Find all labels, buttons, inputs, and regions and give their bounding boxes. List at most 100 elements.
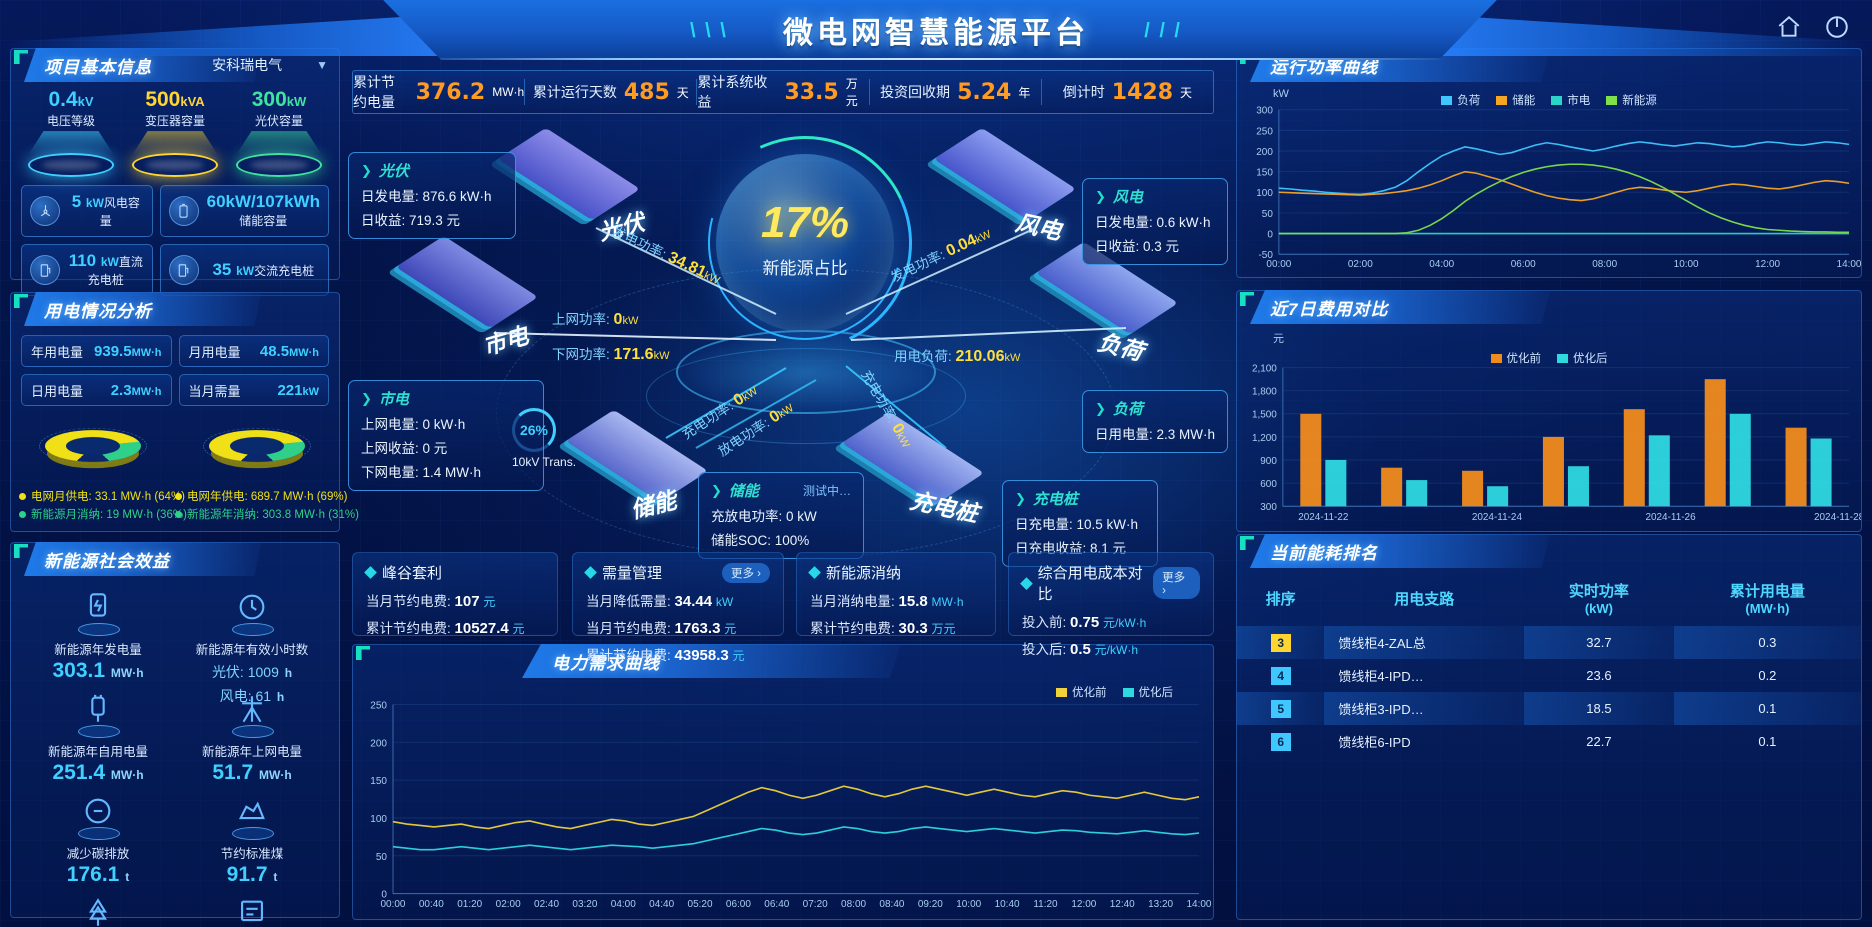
rank-badge: 5 <box>1270 699 1291 718</box>
mini-card-storage[interactable]: 60kW/107kWh 储能容量 <box>159 185 329 238</box>
capacity-disc <box>132 153 218 178</box>
col-rank: 排序 <box>1237 570 1324 626</box>
table-row[interactable]: 3 馈线柜4-ZAL总 32.7 0.3 <box>1237 626 1861 659</box>
flow-key: 下网功率: <box>552 347 610 362</box>
stat-value: 30.3 <box>898 620 928 637</box>
legend-label: 优化前 <box>1506 353 1542 365</box>
panel-title: 电力需求曲线 <box>552 653 660 673</box>
col-label: 排序 <box>1265 590 1296 608</box>
panel-title: 当前能耗排名 <box>1270 543 1378 563</box>
energy-flow-diagram: 17% 新能源占比 光伏 市电 风电 负荷 储能 充电桩 发电功率: 34.81… <box>346 105 1228 567</box>
table-row[interactable]: 5 馈线柜3-IPD… 18.5 0.1 <box>1237 692 1861 725</box>
card-grid[interactable]: ❯ 市电 上网电量: 0 kW·h 上网收益: 0 元 下网电量: 1.4 MW·… <box>348 380 544 491</box>
svg-text:07:20: 07:20 <box>803 899 828 910</box>
node-storage[interactable]: 储能 <box>565 409 709 523</box>
stat-value: 107 <box>454 593 480 610</box>
kpi-unit: 年 <box>1018 85 1031 100</box>
card-pv[interactable]: ❯ 光伏 日发电量: 876.6 kW·h 日收益: 719.3 元 <box>348 152 516 239</box>
node-wind[interactable]: 风电 <box>933 127 1077 244</box>
home-icon[interactable] <box>1776 14 1802 45</box>
svg-text:2024-11-28: 2024-11-28 <box>1814 512 1861 523</box>
legend-item[interactable]: 负荷 <box>1441 92 1480 108</box>
svg-text:08:40: 08:40 <box>879 899 904 910</box>
more-button[interactable]: 更多 › <box>721 562 770 583</box>
node-load[interactable]: 负荷 <box>1035 241 1179 365</box>
legend-item[interactable]: 优化后 <box>1557 350 1608 366</box>
panel-usage-analysis: 用电情况分析 年用电量 939.5MW·h 月用电量 48.5MW·h 日用电量 2.… <box>10 292 359 532</box>
svg-text:10:00: 10:00 <box>956 899 981 910</box>
card-line: 日发电量: 0.6 kW·h <box>1095 215 1211 230</box>
panel-title: 新能源社会效益 <box>44 551 170 571</box>
flow-value: 210.06 <box>955 348 1005 365</box>
benefit-value: 51.7 <box>212 761 254 784</box>
gauge-label: 10kV Trans. <box>512 455 577 469</box>
benefit-value: 303.1 <box>52 659 106 682</box>
svg-text:600: 600 <box>1260 479 1277 490</box>
card-line: 日收益: 0.3 元 <box>1095 239 1180 254</box>
stat-card-renewable-absorb[interactable]: 新能源消纳 当月消纳电量: 15.8 MW·h 累计节约电费: 30.3 万元 <box>796 552 996 637</box>
arrow-icon: ❯ <box>361 390 372 406</box>
stat-label: 投入后: <box>1022 642 1067 657</box>
legend-item[interactable]: 新能源 <box>1606 92 1657 108</box>
benefit-grid: 新能源年发电量 303.1 MW·h 新能源年有效小时数 光伏: 1009 h … <box>11 576 339 927</box>
stat-card-peak-valley[interactable]: 峰谷套利 当月节约电费: 107 元 累计节约电费: 10527.4 元 <box>352 552 558 637</box>
card-status: 测试中… <box>802 484 851 498</box>
card-wind[interactable]: ❯ 风电 日发电量: 0.6 kW·h 日收益: 0.3 元 <box>1082 178 1228 265</box>
node-pv[interactable]: 光伏 <box>497 127 647 245</box>
rank-badge: 3 <box>1270 633 1291 652</box>
mini-unit: kW <box>236 264 255 279</box>
mini-card-dc-charger[interactable]: 110 kW直流充电桩 <box>21 244 153 297</box>
cell-power: 23.6 <box>1586 668 1612 683</box>
kpi-unit: MW·h <box>492 85 525 99</box>
usage-label: 日用电量 <box>31 383 84 399</box>
power-icon[interactable] <box>1824 14 1850 45</box>
svg-text:12:00: 12:00 <box>1071 899 1096 910</box>
svg-text:2024-11-22: 2024-11-22 <box>1298 512 1349 523</box>
card-title: 市电 <box>378 391 409 408</box>
kpi-label: 累计运行天数 <box>532 84 617 100</box>
svg-text:300: 300 <box>1256 106 1273 117</box>
benefit-label: 减少碳排放 <box>66 847 130 861</box>
capacity-unit: kV <box>77 94 94 109</box>
legend-item[interactable]: 市电 <box>1551 92 1590 108</box>
table-row[interactable]: 6 馈线柜6-IPD 22.7 0.1 <box>1237 725 1861 758</box>
svg-text:1,500: 1,500 <box>1252 410 1277 421</box>
col-power: 实时功率 (kW) <box>1524 570 1674 626</box>
table-row[interactable]: 4 馈线柜4-IPD… 23.6 0.2 <box>1237 659 1861 692</box>
table-header-row: 排序 用电支路 实时功率 (kW) 累计用电量 (MW·h) <box>1237 570 1861 626</box>
project-selector[interactable]: 安科瑞电气 <box>212 57 283 73</box>
card-line: 日收益: 719.3 元 <box>361 213 461 228</box>
panel-title: 近7日费用对比 <box>1270 299 1389 319</box>
stat-label: 累计节约电费: <box>810 621 895 636</box>
mini-card-wind[interactable]: 5 kW风电容量 <box>21 185 153 238</box>
panel-header: 用电情况分析 <box>10 292 340 326</box>
legend-item[interactable]: 储能 <box>1496 92 1535 108</box>
node-grid[interactable]: 市电 <box>395 235 539 360</box>
card-storage[interactable]: ❯ 储能 测试中… 充放电功率: 0 kW 储能SOC: 100% <box>698 472 864 559</box>
svg-text:13:20: 13:20 <box>1148 899 1173 910</box>
flow-import-power: 下网功率: 171.6kW <box>552 343 669 364</box>
stat-card-demand-mgmt[interactable]: 需量管理 更多 › 当月降低需量: 34.44 kW 当月节约电费: 1763.3… <box>572 552 784 664</box>
legend-label: 优化后 <box>1138 687 1174 699</box>
stat-card-cost-compare[interactable]: 综合用电成本对比 更多 › 投入前: 0.75 元/kW·h 投入后: 0.5 元… <box>1008 552 1214 658</box>
legend-item[interactable]: 优化前 <box>1056 684 1107 700</box>
capacity-item: 500kVA 变压器容量 <box>123 88 227 178</box>
chevron-down-icon[interactable]: ▼ <box>316 58 328 72</box>
capacity-item: 0.4kV 电压等级 <box>19 88 123 178</box>
panel-social-benefit: 新能源社会效益 新能源年发电量 303.1 MW·h 新能源年有效小时数 光伏:… <box>10 542 340 926</box>
card-line: 上网收益: 0 元 <box>361 441 448 456</box>
benefit-label: 新能源年自用电量 <box>47 745 148 759</box>
card-load[interactable]: ❯ 负荷 日用电量: 2.3 MW·h <box>1082 390 1228 453</box>
arrow-icon: ❯ <box>711 482 722 498</box>
card-title: 充电桩 <box>1032 491 1078 508</box>
svg-text:10:40: 10:40 <box>995 899 1020 910</box>
legend-item[interactable]: 优化前 <box>1490 350 1542 366</box>
usage-cell: 年用电量 939.5MW·h <box>21 335 172 367</box>
cell-rank: 3 <box>1237 626 1325 659</box>
legend-item[interactable]: 优化后 <box>1122 684 1174 700</box>
title-bar <box>24 542 262 576</box>
mini-card-ac-charger[interactable]: 35 kW交流充电桩 <box>159 244 329 297</box>
cell-energy: 0.2 <box>1758 668 1777 683</box>
more-button[interactable]: 更多 › <box>1153 567 1200 599</box>
benefit-item: 节约标准煤 91.7 t <box>177 794 327 894</box>
